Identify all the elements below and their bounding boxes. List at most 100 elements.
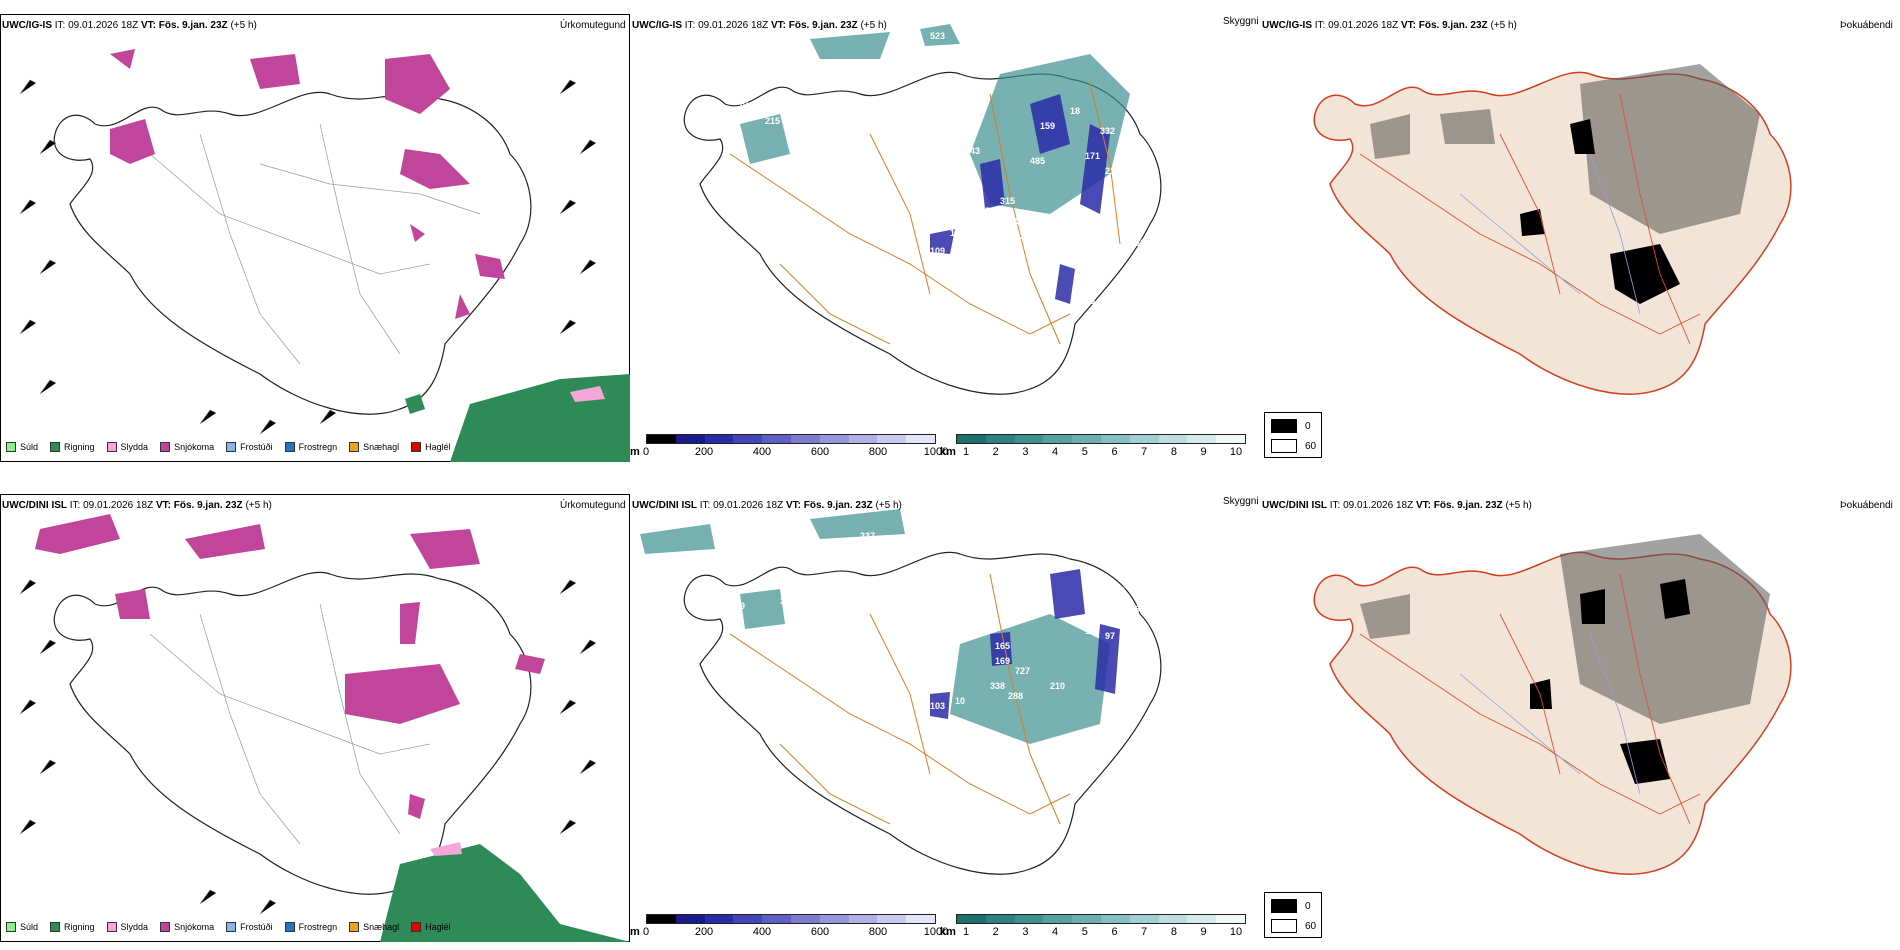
tick-label: 9 [1200, 446, 1207, 458]
roads [729, 573, 1071, 825]
fog-areas [1360, 534, 1770, 724]
legend-swatch [160, 442, 171, 452]
tick-label: 0 [642, 446, 650, 458]
map-label: 12 [1150, 251, 1160, 261]
tick-label: 2 [992, 926, 999, 938]
snow-areas [110, 49, 505, 319]
tick-label: 0 [642, 926, 650, 938]
dense-fog-areas [1520, 119, 1680, 304]
tick-label: 400 [752, 926, 772, 938]
legend-swatch [106, 442, 117, 452]
m-ticks: 0 200 400 600 800 1000 [642, 926, 948, 940]
map-label: 332 [1100, 126, 1115, 136]
legend-swatch [50, 922, 61, 932]
map-label: 96 [1085, 296, 1095, 306]
map-label: 207 [1010, 216, 1025, 226]
m-unit: m [630, 926, 640, 938]
map-label: 523 [930, 31, 945, 41]
tick-label: 7 [1141, 446, 1148, 458]
tick-label: 600 [810, 926, 830, 938]
map-label: 365 [780, 596, 795, 606]
precip-type-panel-top: UWC/IG-IS IT: 09.01.2026 18Z VT: Fös. 9.… [0, 0, 630, 462]
km-unit: km [940, 926, 956, 938]
map-label: 21 [1105, 166, 1115, 176]
tick-label: 1000 [923, 446, 949, 458]
tick-label: 3 [1022, 446, 1029, 458]
map-label: 338 [990, 681, 1005, 691]
map-label: 466 [1125, 604, 1140, 614]
legend-swatch [349, 922, 360, 932]
tick-label: 10 [1229, 446, 1243, 458]
tick-label: 8 [1170, 926, 1177, 938]
legend-label: Snæhagl [363, 922, 400, 932]
legend-swatch [411, 442, 422, 452]
map-label: 391 [970, 726, 985, 736]
map-label: 43 [970, 146, 980, 156]
fog-legend: 0 60 [1264, 892, 1322, 938]
legend-swatch [284, 442, 295, 452]
roads [729, 83, 1121, 345]
map-label: 8 [810, 176, 815, 186]
fog-legend: 0 60 [1264, 412, 1322, 458]
legend-swatch [6, 922, 16, 932]
map-label: 169 [995, 656, 1010, 666]
map-label: 15 [1100, 716, 1110, 726]
m-ticks: 0 200 400 600 800 1000 [642, 446, 948, 460]
extra-labels-top: 16 8 332 21 21 207 315 239 14 148 63 15 … [790, 126, 1165, 301]
legend-label: Rigning [64, 442, 95, 452]
visibility-m-areas [930, 569, 1120, 719]
map-frame [0, 14, 630, 462]
map-label: 864 [1050, 546, 1065, 556]
fog-panel-bottom: UWC/DINI ISL IT: 09.01.2026 18Z VT: Fös.… [1260, 480, 1893, 940]
m-unit: m [630, 446, 640, 458]
map-label: 171 [1085, 151, 1100, 161]
map-label: 14 [950, 228, 960, 238]
map-label: 21 [1120, 181, 1130, 191]
map-label: 127 [1090, 581, 1105, 591]
tick-label: 400 [752, 446, 772, 458]
precip-legend: Súld Rigning Slydda Snjókoma Frostúði Fr… [6, 922, 451, 932]
map-label: 97 [1105, 631, 1115, 641]
fog-swatch-low [1271, 419, 1297, 433]
fog-panel-top: UWC/IG-IS IT: 09.01.2026 18Z VT: Fös. 9.… [1260, 0, 1893, 460]
legend-swatch [349, 442, 360, 452]
tick-label: 800 [868, 446, 888, 458]
panel-title: UWC/IG-IS IT: 09.01.2026 18Z VT: Fös. 9.… [632, 20, 887, 31]
tick-label: 8 [1170, 446, 1177, 458]
fog-low-label: 0 [1305, 901, 1311, 912]
fog-swatch-high [1271, 439, 1297, 453]
map-label: 107 [1085, 626, 1100, 636]
iceland-fog-map-top [1313, 64, 1792, 395]
map-label: 485 [1030, 156, 1045, 166]
iceland-fog-map-bottom [1313, 534, 1792, 875]
legend-label: Rigning [64, 922, 95, 932]
roads [1359, 573, 1701, 825]
map-label: 165 [995, 641, 1010, 651]
legend-swatch [50, 442, 61, 452]
map-label: 439 [1070, 536, 1085, 546]
visibility-km-areas [640, 509, 1110, 744]
map-frame [0, 494, 630, 942]
map-label: 237 [860, 531, 875, 541]
panel-title: UWC/DINI ISL IT: 09.01.2026 18Z VT: Fös.… [2, 500, 272, 511]
tick-label: 1 [962, 446, 970, 458]
map-label: 11 [1100, 256, 1110, 266]
map-label: 18 [1070, 106, 1080, 116]
tick-label: 6 [1111, 446, 1118, 458]
map-label: 208 [1150, 236, 1165, 246]
legend-label: Súld [20, 922, 39, 932]
dense-fog-areas [1530, 579, 1690, 784]
tick-label: 2 [992, 446, 999, 458]
visibility-m-areas [930, 94, 1110, 304]
map-label: 148 [960, 266, 975, 276]
map-label: 215 [765, 116, 780, 126]
iceland-visibility-map-bottom: 94 290 237 439 704 864 365 319 97 165 72… [640, 506, 1162, 875]
map-label: 15 [730, 616, 740, 626]
tick-label: 800 [868, 926, 888, 938]
legend-label: Súld [20, 442, 39, 452]
map-label: 210 [1050, 681, 1065, 691]
tick-label: 600 [810, 446, 830, 458]
map-label: 704 [1110, 521, 1125, 531]
map-label: 109 [930, 246, 945, 256]
map-label: 239 [1020, 231, 1035, 241]
